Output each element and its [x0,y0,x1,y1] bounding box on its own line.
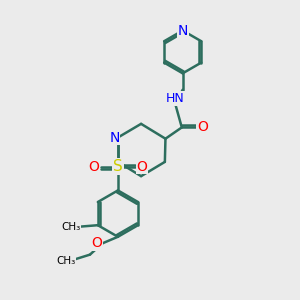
Text: HN: HN [166,92,184,105]
Text: O: O [136,160,147,174]
Text: O: O [89,160,100,174]
Text: N: N [178,23,188,38]
Text: N: N [109,130,119,145]
Text: CH₃: CH₃ [57,256,76,266]
Text: O: O [92,236,103,250]
Text: O: O [197,120,208,134]
Text: CH₃: CH₃ [61,222,81,232]
Text: S: S [113,159,123,174]
